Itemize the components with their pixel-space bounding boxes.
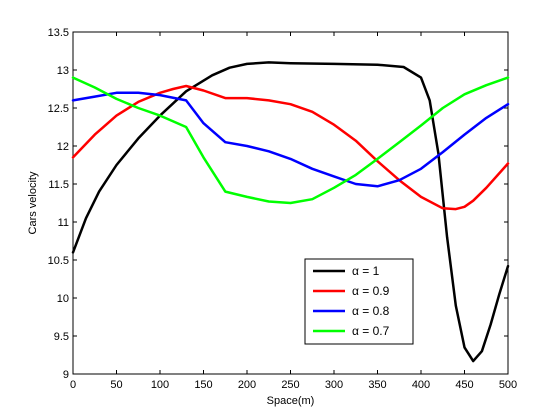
y-tick-label: 12.5 [48,103,69,115]
y-axis-label: Cars velocity [27,171,39,234]
x-tick-label: 450 [455,379,473,391]
legend-label: α = 0.8 [352,304,390,318]
x-axis-label: Space(m) [267,395,315,407]
x-tick-label: 250 [281,379,299,391]
series-group [71,61,510,363]
legend: α = 1 α = 0.9 α = 0.8 α = 0.7 [304,258,414,345]
x-tick-label: 300 [325,379,343,391]
y-tick-label: 10.5 [48,255,69,267]
y-tick-label: 11.5 [48,179,69,191]
x-tick-label: 500 [499,379,517,391]
series-line-1 [71,61,510,363]
legend-label: α = 1 [352,264,380,278]
x-tick-label: 400 [412,379,430,391]
y-tick-label: 9 [63,369,69,381]
y-tick-label: 11 [58,217,69,229]
x-tick-label: 0 [70,379,76,391]
y-tick-label: 9.5 [54,331,69,343]
y-tick-label: 13 [57,65,69,77]
legend-label: α = 0.9 [352,284,390,298]
y-tick-label: 10 [57,293,69,305]
x-tick-label: 350 [368,379,386,391]
x-tick-label: 150 [194,379,212,391]
x-tick-label: 100 [151,379,169,391]
y-tick-label: 12 [57,141,69,153]
series-line-4 [71,76,510,205]
x-tick-label: 50 [110,379,122,391]
axis-ticks: 0 50 100 150 200 250 300 350 400 450 500 9 9.5 10 10.5… [48,27,518,391]
legend-label: α = 0.7 [352,324,390,338]
series-line-3 [71,91,510,188]
x-tick-label: 200 [238,379,256,391]
y-tick-label: 13.5 [48,27,69,39]
